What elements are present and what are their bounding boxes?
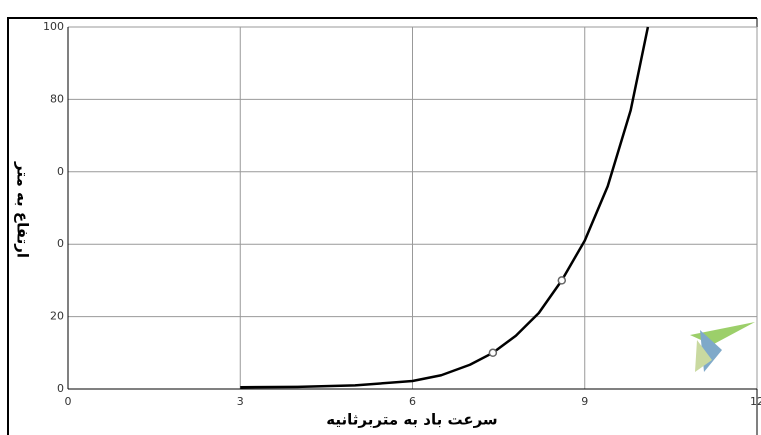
- x-tick-label: 3: [237, 395, 244, 408]
- y-axis-label: ارتفاع به متر: [14, 161, 32, 258]
- y-tick-label: 0: [57, 165, 64, 178]
- x-axis-label: سرعت باد به متربرثانیه: [326, 411, 497, 429]
- y-tick-label: 80: [50, 92, 64, 105]
- logo: [690, 322, 755, 372]
- x-tick-label: 6: [409, 395, 416, 408]
- y-tick-label: 0: [57, 237, 64, 250]
- y-tick-label: 20: [50, 310, 64, 323]
- curve: [240, 26, 650, 389]
- x-tick-label: 0: [65, 395, 72, 408]
- x-tick-label: 9: [581, 395, 588, 408]
- y-tick-label: 0: [57, 382, 64, 395]
- x-tick-label: 12: [750, 395, 761, 408]
- y-tick-label: 100: [43, 20, 64, 33]
- marker: [488, 348, 498, 358]
- marker: [557, 276, 567, 285]
